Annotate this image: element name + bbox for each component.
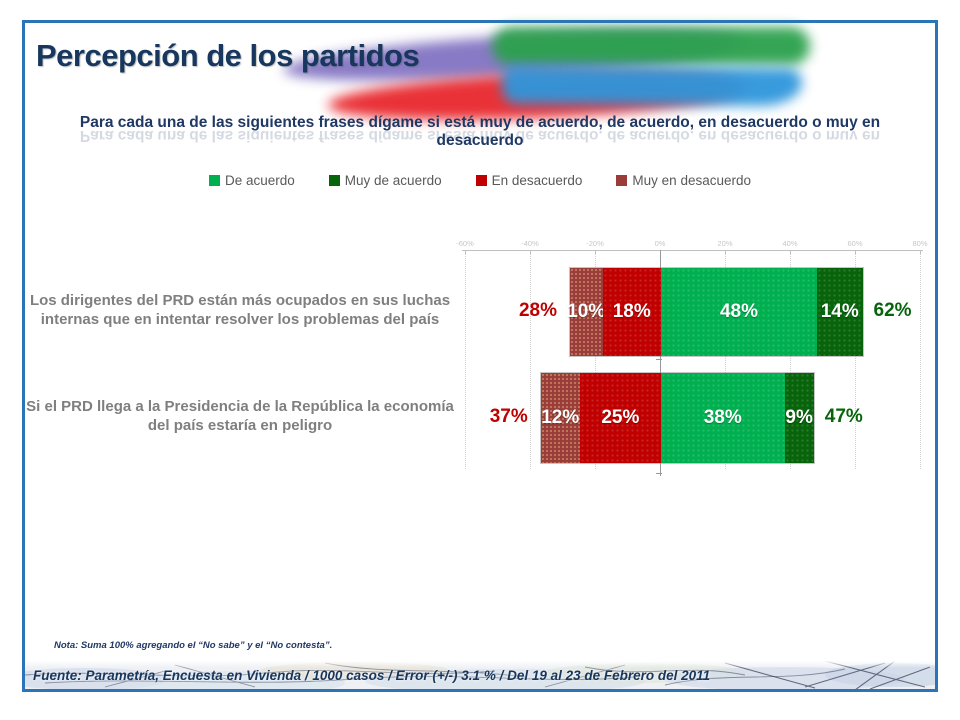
gridline — [855, 251, 856, 469]
bar-segment-value: 10% — [567, 301, 606, 322]
axis-tick-mark — [725, 250, 726, 254]
gridline — [920, 251, 921, 469]
bar-segment-value: 48% — [719, 301, 759, 322]
bar-segment-value: 25% — [601, 407, 640, 428]
bar-segment-value: 9% — [785, 407, 813, 428]
axis-tick-label: 80% — [912, 239, 928, 248]
row-1-negative-total: 28% — [518, 300, 557, 321]
bar-segment-value: 18% — [612, 301, 651, 322]
bar-segment-muy-en-desacuerdo: 10% — [567, 268, 606, 356]
value-axis-line — [462, 250, 923, 251]
zero-axis-line — [660, 250, 661, 476]
row-2-stacked-bar: 12% 25% 38% 9% — [539, 372, 815, 464]
axis-tick-mark — [465, 250, 466, 254]
legend-swatch — [475, 175, 487, 186]
legend-label: En desacuerdo — [491, 173, 583, 188]
legend-swatch — [328, 175, 340, 186]
legend-item: Muy de acuerdo — [328, 173, 442, 188]
row-2-positive-total: 47% — [824, 406, 863, 427]
axis-tick-mark — [790, 250, 791, 254]
row-1-positive-total: 62% — [873, 300, 912, 321]
legend-swatch — [616, 175, 628, 186]
axis-tick-label: -60% — [456, 239, 474, 248]
gridline — [530, 251, 531, 469]
source-text: Fuente: Parametría, Encuesta en Vivienda… — [33, 668, 711, 683]
axis-tick-label: 0% — [654, 239, 666, 248]
axis-tick-label: -40% — [521, 239, 539, 248]
bar-segment-muy-en-desacuerdo: 12% — [540, 373, 580, 463]
bar-segment-muy-de-acuerdo: 14% — [817, 268, 863, 356]
category-label-row-1: Los dirigentes del PRD están más ocupado… — [18, 267, 462, 355]
axis-tick-mark — [855, 250, 856, 254]
axis-tick-mark — [595, 250, 596, 254]
bar-segment-en-desacuerdo: 25% — [579, 373, 661, 463]
category-label-text: Los dirigentes del PRD están más ocupado… — [29, 292, 451, 328]
legend-label: De acuerdo — [224, 173, 295, 188]
row-2-negative-total: 37% — [489, 406, 528, 427]
legend-item: Muy en desacuerdo — [616, 173, 751, 188]
row-1-stacked-bar: 10% 18% 48% 14% — [567, 267, 864, 357]
axis-tick-mark — [920, 250, 921, 254]
gridline — [595, 251, 596, 469]
footer-band: Fuente: Parametría, Encuesta en Vivienda… — [25, 661, 935, 690]
axis-tick-label: 20% — [717, 239, 733, 248]
gridline — [790, 251, 791, 469]
legend-item: En desacuerdo — [475, 173, 583, 188]
gridline — [465, 251, 466, 469]
legend-swatch — [208, 175, 220, 186]
category-label-row-2: Si el PRD llega a la Presidencia de la R… — [18, 372, 462, 462]
survey-question: Para cada una de las siguientes frases d… — [79, 114, 881, 149]
bar-segment-en-desacuerdo: 18% — [602, 268, 661, 356]
bar-segment-muy-de-acuerdo: 9% — [784, 373, 814, 463]
category-label-text: Si el PRD llega a la Presidencia de la R… — [26, 398, 454, 434]
chart-plot-area: -60% -40% -20% 0% 20% 40% 60% 80% — [456, 239, 928, 476]
axis-tick-label: 40% — [782, 239, 798, 248]
bar-segment-de-acuerdo: 48% — [661, 268, 817, 356]
gridline — [725, 251, 726, 469]
bar-segment-value: 14% — [820, 301, 859, 322]
footnote: Nota: Suma 100% agregando el “No sabe” y… — [54, 640, 333, 651]
chart-legend: De acuerdo Muy de acuerdo En desacuerdo Muy… — [22, 173, 938, 188]
decor-green-bar — [492, 27, 810, 65]
legend-item: De acuerdo — [208, 173, 295, 188]
slide-title: Percepción de los partidos — [36, 38, 420, 73]
axis-tick-label: -20% — [586, 239, 604, 248]
legend-label: Muy de acuerdo — [344, 173, 442, 188]
bar-segment-de-acuerdo: 38% — [661, 373, 785, 463]
bar-segment-value: 38% — [703, 407, 742, 428]
legend-label: Muy en desacuerdo — [632, 173, 751, 188]
decor-blue-swoosh — [501, 65, 803, 107]
bar-segment-value: 12% — [541, 407, 580, 428]
category-axis-tick — [656, 473, 662, 474]
axis-tick-label: 60% — [847, 239, 863, 248]
axis-tick-mark — [530, 250, 531, 254]
category-axis-tick — [656, 359, 662, 360]
